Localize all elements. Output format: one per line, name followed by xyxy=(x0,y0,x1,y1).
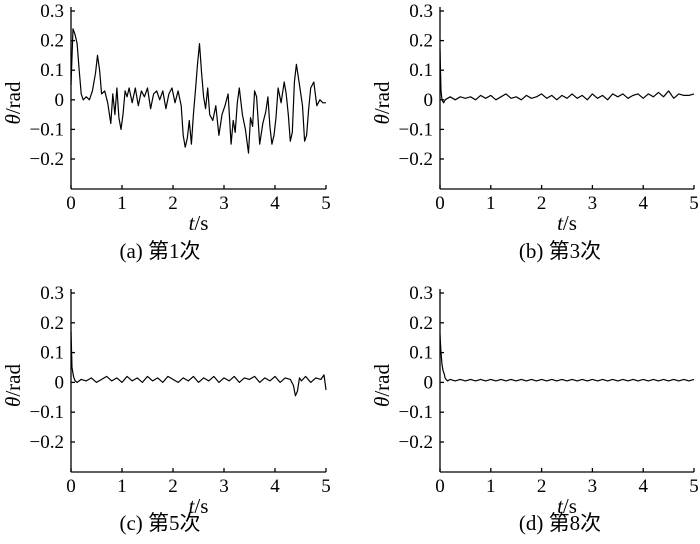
x-tick-label: 3 xyxy=(588,476,598,497)
panel-caption: (c) 第5次 xyxy=(119,511,200,535)
y-tick-label: 0.3 xyxy=(409,283,433,304)
x-tick-label: 5 xyxy=(689,476,699,497)
x-tick-label: 0 xyxy=(435,476,445,497)
x-tick-label: 5 xyxy=(321,193,331,214)
y-axis-label: θ/rad xyxy=(370,81,394,124)
y-axis-label: θ/rad xyxy=(1,81,25,124)
y-tick-label: −0.1 xyxy=(399,119,433,140)
x-tick-label: 2 xyxy=(168,476,178,497)
y-tick-label: −0.1 xyxy=(399,402,433,423)
x-tick-label: 4 xyxy=(270,193,280,214)
x-tick-label: 3 xyxy=(588,193,598,214)
x-tick-label: 3 xyxy=(219,193,229,214)
x-tick-label: 5 xyxy=(689,193,699,214)
x-tick-label: 0 xyxy=(66,193,76,214)
y-tick-label: 0.2 xyxy=(409,313,433,334)
series-line-1 xyxy=(70,28,326,154)
x-tick-label: 3 xyxy=(219,476,229,497)
y-tick-label: 0.3 xyxy=(40,1,64,22)
x-tick-label: 2 xyxy=(168,193,178,214)
x-tick-label: 1 xyxy=(486,193,496,214)
x-tick-label: 0 xyxy=(435,193,445,214)
series-line-1 xyxy=(439,49,695,104)
y-tick-label: −0.2 xyxy=(399,149,433,170)
x-axis-label: t/s xyxy=(189,494,209,518)
y-tick-label: 0.2 xyxy=(40,31,64,52)
y-tick-label: −0.1 xyxy=(30,402,64,423)
x-tick-label: 4 xyxy=(270,476,280,497)
y-axis-label: θ/rad xyxy=(1,364,25,407)
x-tick-label: 1 xyxy=(117,193,127,214)
series-line-1 xyxy=(439,334,695,382)
y-tick-label: 0.2 xyxy=(40,313,64,334)
y-tick-label: 0.1 xyxy=(409,60,433,81)
x-tick-label: 1 xyxy=(486,476,496,497)
y-tick-label: 0.3 xyxy=(40,283,64,304)
x-axis-label: t/s xyxy=(557,211,577,235)
y-tick-label: 0 xyxy=(424,90,434,111)
panel-caption: (b) 第3次 xyxy=(519,239,601,263)
y-tick-label: 0.1 xyxy=(40,343,64,364)
y-tick-label: 0.2 xyxy=(409,31,433,52)
y-tick-label: −0.2 xyxy=(399,432,433,453)
panel-caption: (a) 第1次 xyxy=(119,239,200,263)
y-tick-label: 0.1 xyxy=(409,343,433,364)
y-tick-label: −0.2 xyxy=(30,149,64,170)
x-tick-label: 4 xyxy=(638,193,648,214)
x-tick-label: 0 xyxy=(66,476,76,497)
panel-caption: (d) 第8次 xyxy=(519,511,601,535)
y-tick-label: 0 xyxy=(55,372,65,393)
x-tick-label: 5 xyxy=(321,476,331,497)
x-tick-label: 2 xyxy=(537,476,547,497)
x-axis-label: t/s xyxy=(557,494,577,518)
y-tick-label: 0 xyxy=(55,90,65,111)
chart-panel-1: 0.3 0.2 0.1 0 −0.1 −0.2 0 1 2 3 4 5 θ/rad t/s (a) 第1次 xyxy=(1,1,331,263)
y-tick-label: 0 xyxy=(424,372,434,393)
series-line-1 xyxy=(70,331,327,397)
y-tick-label: 0.3 xyxy=(409,1,433,22)
chart-panel-3: 0.3 0.2 0.1 0 −0.1 −0.2 0 1 2 3 4 5 θ/rad t/s(c) 第5次 xyxy=(1,283,331,535)
x-tick-label: 1 xyxy=(117,476,127,497)
y-tick-label: 0.1 xyxy=(40,60,64,81)
chart-panel-4: 0.3 0.2 0.1 0 −0.1 −0.2 0 1 2 3 4 5 θ/rad t/s(d) 第8次 xyxy=(370,283,699,535)
x-tick-label: 2 xyxy=(537,193,547,214)
y-tick-label: −0.1 xyxy=(30,119,64,140)
chart-panel-2: 0.3 0.2 0.1 0 −0.1 −0.2 0 1 2 3 4 5 θ/rad t/s (b) 第3次 xyxy=(370,1,699,263)
x-axis-label: t/s xyxy=(189,211,209,235)
x-tick-label: 4 xyxy=(638,476,648,497)
y-axis-label: θ/rad xyxy=(370,364,394,407)
y-tick-label: −0.2 xyxy=(30,432,64,453)
